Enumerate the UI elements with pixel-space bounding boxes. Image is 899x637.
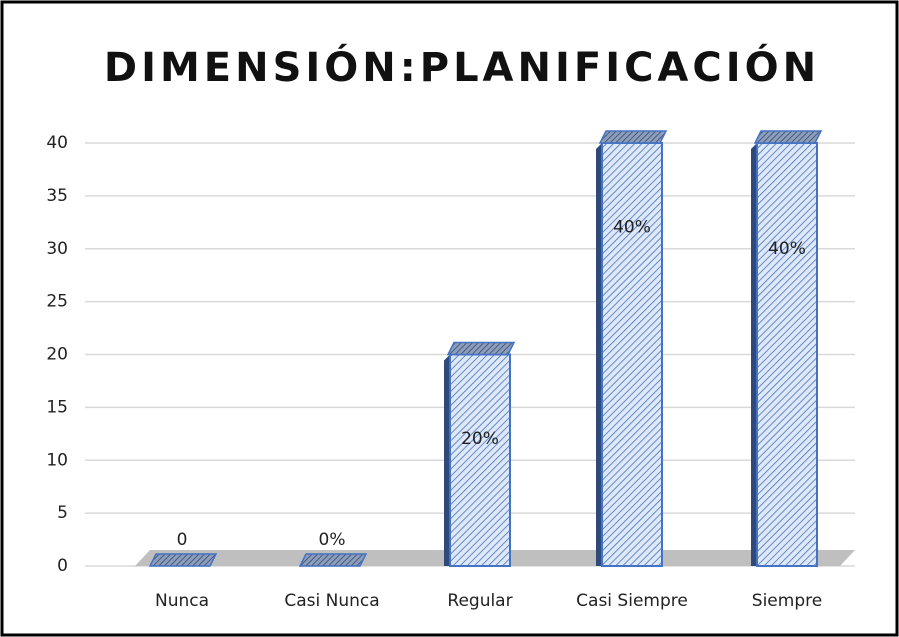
bar-top bbox=[148, 553, 218, 567]
bar-top bbox=[298, 553, 368, 567]
bar-side bbox=[444, 354, 450, 566]
x-tick-label: Casi Siempre bbox=[576, 591, 688, 611]
y-tick-label: 10 bbox=[46, 450, 68, 470]
data-label: 0 bbox=[177, 530, 188, 550]
x-tick-label: Regular bbox=[447, 591, 512, 611]
y-tick-label: 0 bbox=[57, 556, 68, 576]
bar-side bbox=[751, 143, 757, 566]
x-tick-label: Nunca bbox=[155, 591, 209, 611]
data-label: 0% bbox=[319, 530, 346, 550]
data-label: 20% bbox=[461, 429, 499, 449]
y-tick-label: 40 bbox=[46, 133, 68, 153]
y-tick-label: 35 bbox=[46, 186, 68, 206]
bar bbox=[756, 142, 818, 567]
data-label: 40% bbox=[613, 218, 651, 238]
y-tick-label: 20 bbox=[46, 345, 68, 365]
x-tick-label: Casi Nunca bbox=[284, 591, 379, 611]
y-tick-label: 25 bbox=[46, 292, 68, 312]
bar bbox=[449, 353, 511, 567]
y-tick-label: 15 bbox=[46, 397, 68, 417]
data-label: 40% bbox=[768, 239, 806, 259]
y-tick-label: 30 bbox=[46, 239, 68, 259]
chart-title: DIMENSIÓN:PLANIFICACIÓN bbox=[104, 43, 820, 91]
bar-top bbox=[446, 341, 516, 356]
bar-side bbox=[596, 143, 602, 566]
bar bbox=[601, 142, 663, 567]
bar-top bbox=[753, 130, 823, 144]
bar-top bbox=[598, 130, 668, 144]
x-tick-label: Siempre bbox=[752, 591, 822, 611]
y-tick-label: 5 bbox=[57, 503, 68, 523]
